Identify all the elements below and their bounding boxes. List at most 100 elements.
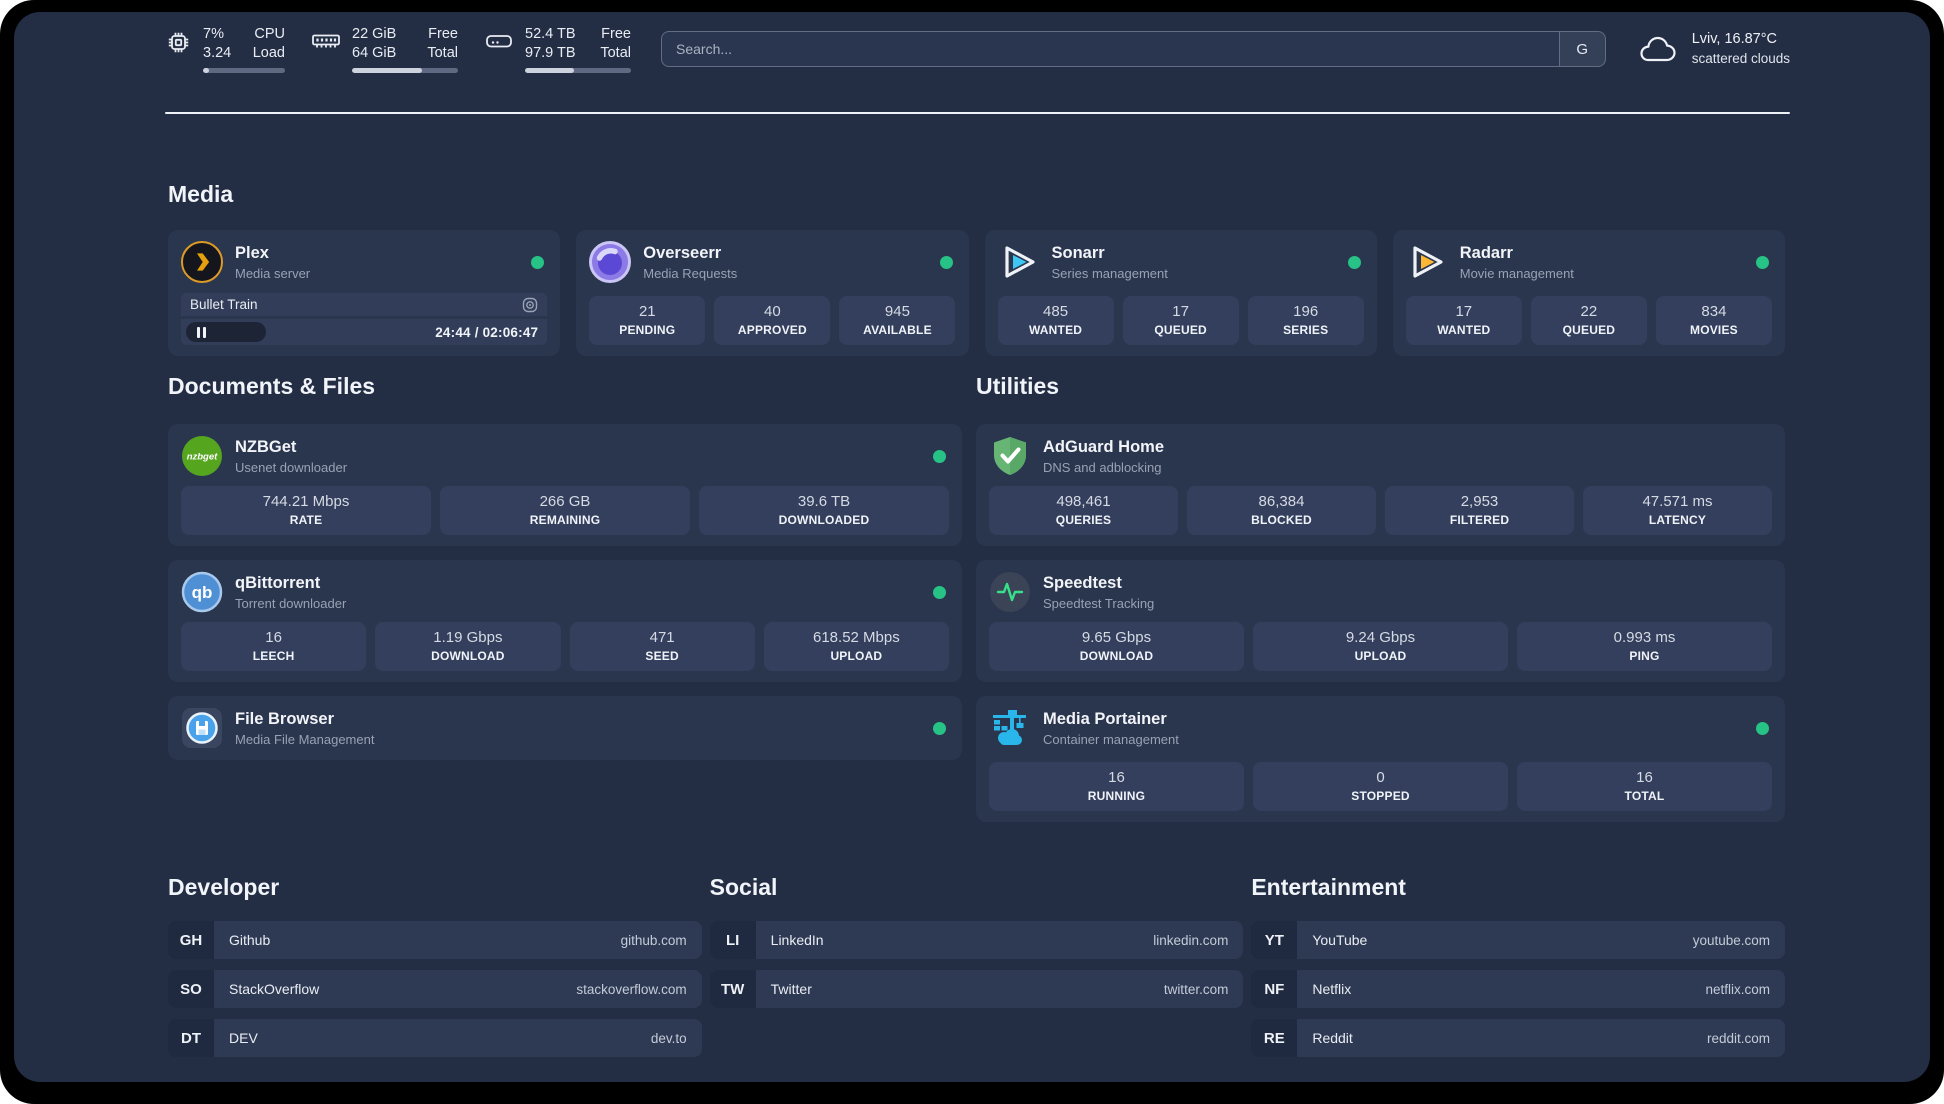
section-title-media: Media [168,181,234,207]
app-subtitle: Movie management [1459,265,1574,281]
qbittorrent-card[interactable]: qb qBittorrent Torrent downloader 16 LEEC… [168,560,962,682]
storage-metric: 52.4 TB Free 97.9 TB Total [484,25,631,73]
link-badge: SO [168,970,214,1008]
link-youtube[interactable]: YT YouTube youtube.com [1251,921,1785,959]
adguard-logo-icon [994,437,1026,475]
status-indicator [939,255,953,269]
link-url: twitter.com [1163,981,1229,997]
stat-rate: 744.21 Mbps RATE [181,486,431,535]
link-dev[interactable]: DT DEV dev.to [168,1019,702,1057]
topbar-divider [165,112,1790,114]
section-title-social: Social [709,874,778,900]
section-title-developer: Developer [168,874,280,900]
search-engine-button[interactable]: G [1558,32,1605,66]
memory-free-value: 22 GiB [352,26,397,42]
stat-movies: 834 MOVIES [1655,296,1772,345]
overseerr-card[interactable]: Overseerr Media Requests 21 PENDING 40 APP… [576,230,969,356]
portainer-card[interactable]: Media Portainer Container management 16 R… [976,696,1785,822]
app-name: NZBGet [235,437,297,456]
memory-progress-bar [352,68,458,73]
svg-text:nzbget: nzbget [187,452,218,463]
link-stackoverflow[interactable]: SO StackOverflow stackoverflow.com [168,970,702,1008]
stat-wanted: 485 WANTED [997,296,1114,345]
cpu-metric: 7% CPU 3.24 Load [165,25,285,73]
nzbget-card[interactable]: nzbget NZBGet Usenet downloader 744.21 M… [168,424,962,546]
session-camera-icon [523,297,538,312]
link-name: DEV [229,1030,258,1046]
stat-series: 196 SERIES [1247,296,1364,345]
cpu-load-value: 3.24 [203,45,232,61]
svg-text:qb: qb [192,583,213,602]
link-url: stackoverflow.com [576,981,687,997]
stat-ping: 0.993 ms PING [1517,622,1772,671]
speedtest-card[interactable]: Speedtest Speedtest Tracking 9.65 Gbps DO… [976,560,1785,682]
filebrowser-card[interactable]: File Browser Media File Management [168,696,962,760]
storage-free-value: 52.4 TB [525,26,576,42]
overseerr-logo-icon [589,241,632,283]
stat-filtered: 2,953 FILTERED [1385,486,1574,535]
link-url: github.com [620,932,687,948]
radarr-card[interactable]: Radarr Movie management 17 WANTED 22 QUEUE… [1392,230,1785,356]
section-title-utilities: Utilities [976,373,1060,399]
weather-location-temp: Lviv, 16.87°C [1691,31,1778,47]
media-section: Plex Media server Bullet Train 24:44 / 0… [168,230,1785,356]
app-subtitle: Media File Management [235,731,375,747]
weather-widget: Lviv, 16.87°C scattered clouds [1636,30,1790,68]
cpu-usage-value: 7% [203,26,224,42]
link-reddit[interactable]: RE Reddit reddit.com [1251,1019,1785,1057]
link-url: youtube.com [1692,932,1770,948]
app-name: AdGuard Home [1043,437,1165,456]
storage-total-value: 97.9 TB [525,45,576,61]
radarr-logo-icon [1413,246,1443,278]
stat-queries: 498,461 QUERIES [989,486,1178,535]
pause-button[interactable] [186,322,266,342]
app-name: qBittorrent [235,573,321,592]
cpu-load-label: Load [252,45,285,61]
stat-download: 1.19 Gbps DOWNLOAD [375,622,561,671]
utilities-section: AdGuard Home DNS and adblocking 498,461 Q… [976,424,1785,822]
entertainment-section: Entertainment YT YouTube youtube.com NF N… [1251,874,1785,1068]
link-url: netflix.com [1705,981,1770,997]
link-name: StackOverflow [229,981,320,997]
link-netflix[interactable]: NF Netflix netflix.com [1251,970,1785,1008]
stat-upload: 9.24 Gbps UPLOAD [1253,622,1508,671]
link-badge: GH [168,921,214,959]
app-name: Sonarr [1051,243,1105,262]
stat-stopped: 0 STOPPED [1253,762,1508,811]
cpu-usage-label: CPU [254,26,285,42]
link-name: Reddit [1312,1030,1353,1046]
app-subtitle: Series management [1051,265,1168,281]
developer-section: Developer GH Github github.com SO StackOv… [168,874,702,1068]
bookmark-sections: Developer GH Github github.com SO StackOv… [168,874,1785,1068]
dashboard-background [14,12,1930,1082]
link-linkedin[interactable]: LI LinkedIn linkedin.com [709,921,1244,959]
link-url: reddit.com [1706,1030,1770,1046]
section-title-entertainment: Entertainment [1251,874,1406,900]
plex-card[interactable]: Plex Media server Bullet Train 24:44 / 0… [168,230,561,356]
stat-approved: 40 APPROVED [714,296,831,345]
app-subtitle: Media Requests [643,265,738,281]
sonarr-card[interactable]: Sonarr Series management 485 WANTED 17 QUE… [984,230,1377,356]
documents-section: nzbget NZBGet Usenet downloader 744.21 M… [168,424,962,760]
stat-download: 9.65 Gbps DOWNLOAD [989,622,1244,671]
link-name: Github [229,932,271,948]
app-name: File Browser [235,709,335,728]
status-indicator [1756,255,1769,269]
status-indicator [1347,255,1361,269]
cpu-icon [168,32,189,53]
social-section: Social LI LinkedIn linkedin.com TW Twitte… [709,874,1244,1019]
link-twitter[interactable]: TW Twitter twitter.com [709,970,1244,1008]
link-github[interactable]: GH Github github.com [168,921,702,959]
link-badge: LI [709,921,756,959]
stat-leech: 16 LEECH [181,622,367,671]
weather-condition: scattered clouds [1691,51,1790,66]
memory-metric: 22 GiB Free 64 GiB Total [311,25,458,73]
top-bar: 7% CPU 3.24 Load 22 GiB Free 64 GiB Total [165,24,1790,74]
search-input[interactable] [662,32,1559,66]
app-subtitle: Speedtest Tracking [1043,595,1155,611]
system-metrics: 7% CPU 3.24 Load 22 GiB Free 64 GiB Total [165,25,631,73]
link-name: Twitter [770,981,812,997]
stat-running: 16 RUNNING [989,762,1244,811]
memory-free-label: Free [428,26,458,42]
adguard-card[interactable]: AdGuard Home DNS and adblocking 498,461 Q… [976,424,1785,546]
